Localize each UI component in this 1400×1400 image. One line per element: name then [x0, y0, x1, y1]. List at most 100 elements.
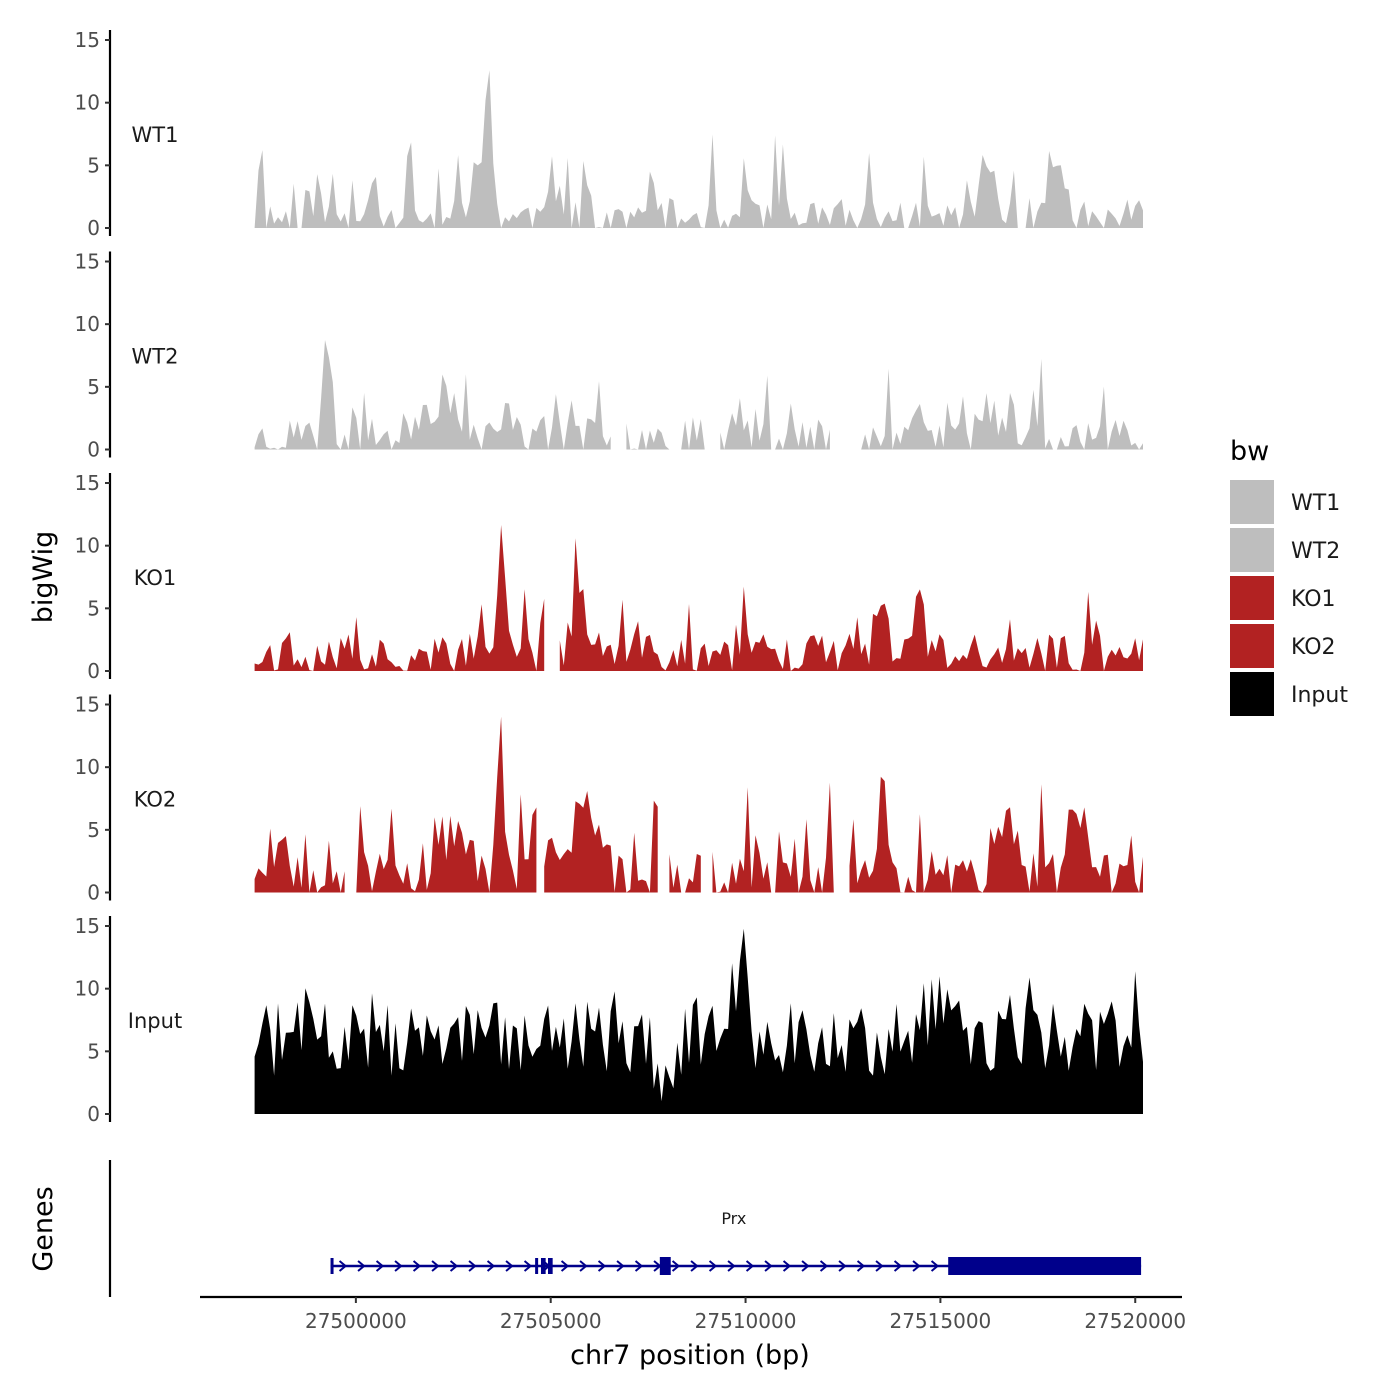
legend-swatch-wt1 [1230, 480, 1274, 524]
y-tick-label: 0 [87, 881, 100, 905]
coverage-area [254, 70, 1144, 228]
track-ko1: 0 5 10 15 KO1 [75, 471, 1143, 683]
y-tick-label: 10 [75, 977, 100, 1001]
y-tick-label: 5 [87, 153, 100, 177]
strand-arrow [690, 1260, 699, 1272]
strand-arrow [875, 1260, 884, 1272]
strand-arrow [616, 1260, 625, 1272]
coverage-area [559, 538, 1143, 671]
x-tick-label: 27510000 [695, 1309, 797, 1333]
x-tick-label: 27500000 [305, 1309, 407, 1333]
gene-exon [659, 1257, 671, 1275]
legend: bw WT1 WT2 KO1 KO2 Input [1230, 436, 1348, 716]
coverage-area [254, 828, 345, 893]
strand-arrow [930, 1260, 940, 1272]
strand-arrow [764, 1260, 773, 1272]
gene-exon [540, 1258, 546, 1274]
strand-arrow [708, 1260, 718, 1272]
legend-label-wt2: WT2 [1291, 539, 1340, 564]
gene-exon [547, 1258, 553, 1274]
y-tick-label: 5 [87, 818, 100, 842]
y-tick-label: 5 [87, 1039, 100, 1063]
strand-arrow [579, 1260, 588, 1272]
track-label-wt2: WT2 [132, 345, 179, 369]
gene-exon [330, 1258, 334, 1274]
gene-exon [948, 1257, 1142, 1275]
gene-exon [535, 1258, 539, 1274]
strand-arrow [468, 1260, 477, 1272]
coverage-area [720, 375, 830, 450]
legend-swatch-input [1230, 672, 1274, 716]
strand-arrow [856, 1260, 866, 1272]
strand-arrow [375, 1260, 385, 1272]
y-tick-label: 10 [75, 755, 100, 779]
genes-axis-title: Genes [28, 1186, 59, 1271]
strand-arrow [560, 1260, 570, 1272]
x-tick-label: 27515000 [889, 1309, 991, 1333]
x-tick-label: 27505000 [500, 1309, 602, 1333]
track-label-wt1: WT1 [132, 123, 179, 147]
coverage-tracks: 0 5 10 15 WT1 0 5 10 15 WT2 0 5 10 15 KO1 0 5 10 15 KO2 0 5 10… [75, 28, 1144, 1126]
strand-arrow [431, 1260, 440, 1272]
coverage-area [356, 716, 537, 893]
strand-arrow [597, 1260, 607, 1272]
coverage-area [254, 525, 545, 671]
track-ko2: 0 5 10 15 KO2 [75, 693, 1143, 905]
y-tick-label: 15 [75, 914, 100, 938]
strand-arrow [357, 1260, 366, 1272]
coverage-area [626, 417, 705, 450]
legend-label-ko1: KO1 [1291, 587, 1336, 612]
y-tick-label: 0 [87, 1102, 100, 1126]
strand-arrow [338, 1260, 348, 1272]
track-label-ko2: KO2 [134, 788, 177, 812]
track-input: 0 5 10 15 Input [75, 914, 1144, 1126]
y-tick-label: 0 [87, 659, 100, 683]
y-tick-label: 10 [75, 534, 100, 558]
strand-arrow [449, 1260, 459, 1272]
strand-arrow [412, 1260, 422, 1272]
track-wt1: 0 5 10 15 WT1 [75, 28, 1144, 240]
legend-swatch-ko1 [1230, 576, 1274, 620]
strand-arrow [819, 1260, 829, 1272]
y-tick-label: 10 [75, 312, 100, 336]
strand-arrow [727, 1260, 736, 1272]
strand-arrow [671, 1260, 681, 1272]
coverage-area [712, 782, 834, 893]
y-tick-label: 5 [87, 375, 100, 399]
legend-swatch-ko2 [1230, 624, 1274, 668]
legend-label-ko2: KO2 [1291, 635, 1336, 660]
track-label-ko1: KO1 [134, 566, 177, 590]
gene-track: Prx [108, 1160, 1142, 1297]
gene-label-prx: Prx [721, 1209, 746, 1228]
strand-arrow [745, 1260, 755, 1272]
y-tick-label: 10 [75, 91, 100, 115]
strand-arrow [486, 1260, 496, 1272]
coverage-area [849, 776, 1143, 893]
y-tick-label: 5 [87, 596, 100, 620]
strand-arrow [634, 1260, 644, 1272]
x-axis-title: chr7 position (bp) [570, 1340, 810, 1371]
x-tick-label: 27520000 [1084, 1309, 1186, 1333]
strand-arrow [801, 1260, 810, 1272]
y-tick-label: 15 [75, 471, 100, 495]
y-axis-title: bigWig [28, 531, 59, 624]
strand-arrow [912, 1260, 921, 1272]
strand-arrow [523, 1260, 533, 1272]
track-label-input: Input [128, 1009, 182, 1033]
strand-arrow [505, 1260, 514, 1272]
legend-label-input: Input [1291, 683, 1348, 708]
strand-arrow [394, 1260, 403, 1272]
y-tick-label: 0 [87, 438, 100, 462]
strand-arrow [893, 1260, 903, 1272]
coverage-area [853, 358, 1143, 450]
y-tick-label: 0 [87, 216, 100, 240]
legend-title: bw [1230, 436, 1269, 467]
coverage-area [254, 340, 611, 450]
coverage-area [669, 854, 701, 893]
strand-arrow [782, 1260, 792, 1272]
strand-arrow [838, 1260, 847, 1272]
y-tick-label: 15 [75, 28, 100, 52]
legend-swatch-wt2 [1230, 528, 1274, 572]
coverage-area [254, 928, 1144, 1114]
